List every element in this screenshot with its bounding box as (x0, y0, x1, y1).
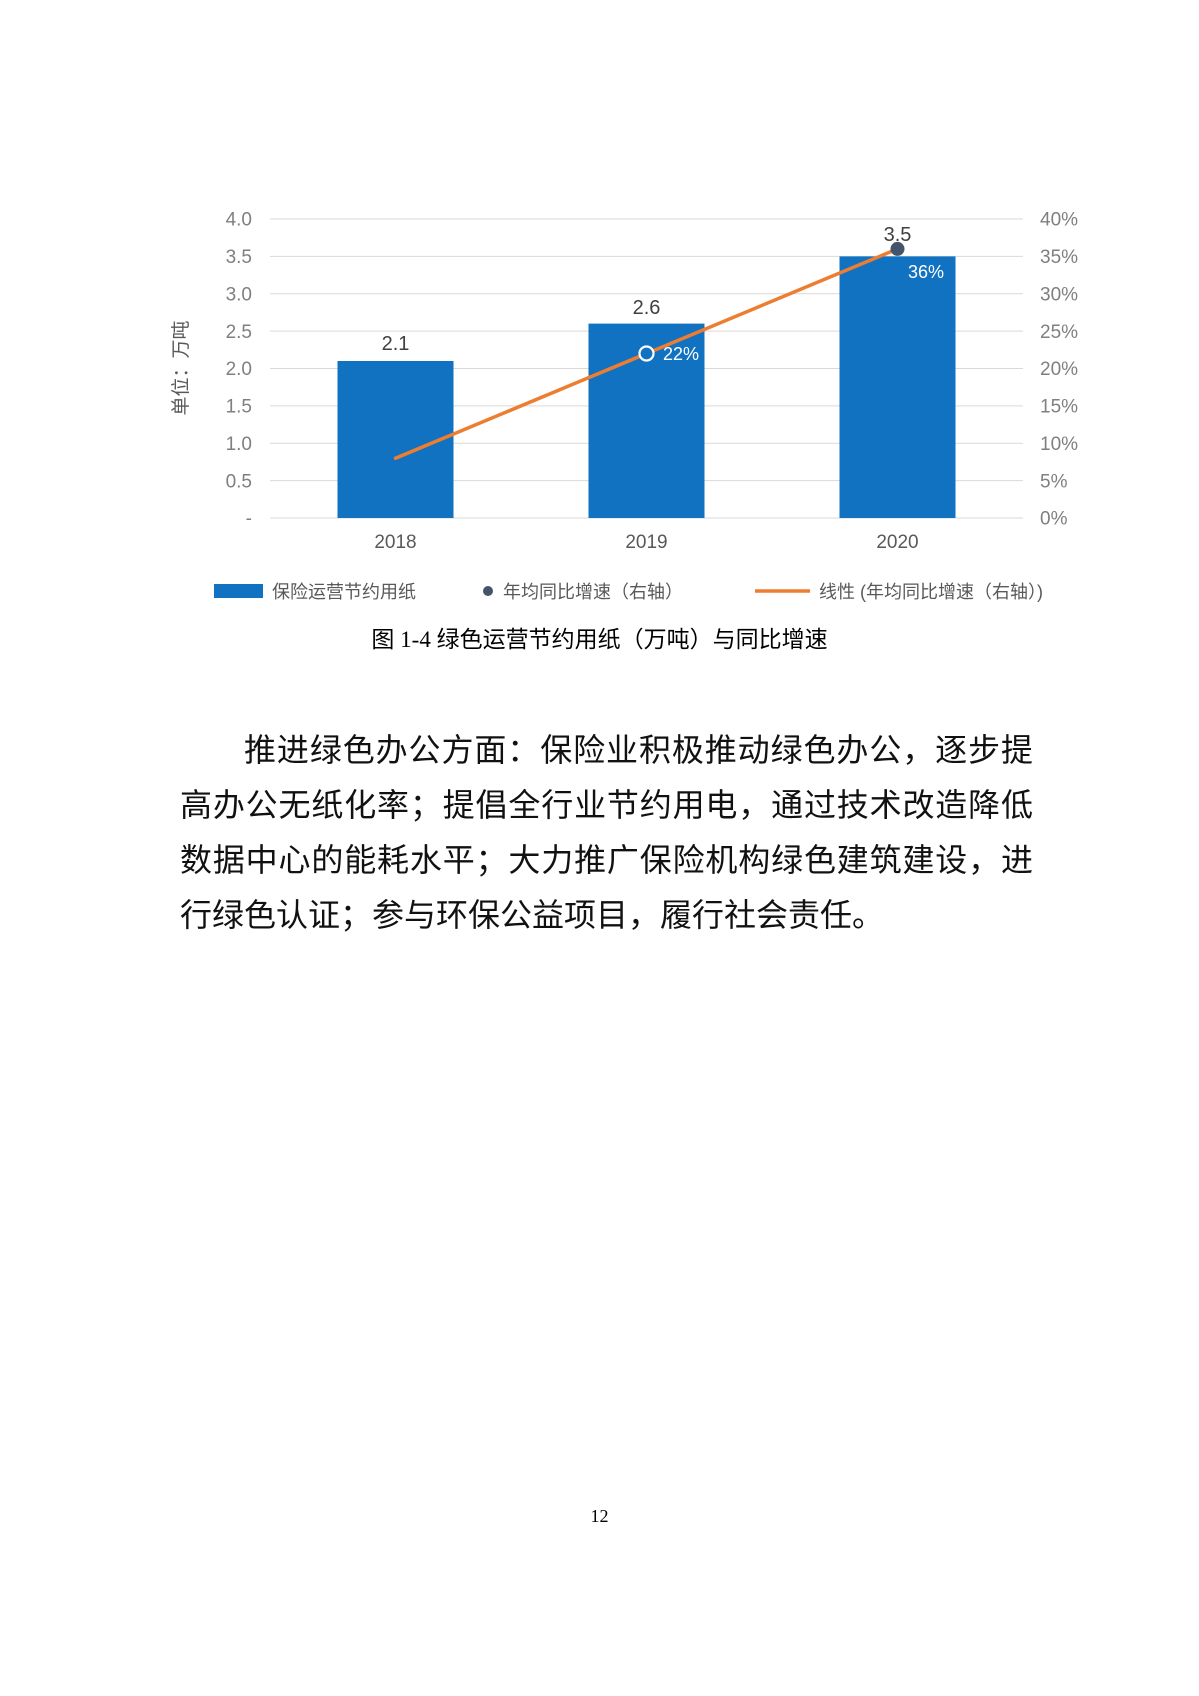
page-number: 12 (590, 1506, 609, 1526)
left-axis-ticks: 4.0 3.5 3.0 2.5 2.0 1.5 1.0 0.5 - (226, 210, 252, 530)
right-tick: 15% (1040, 397, 1078, 418)
right-tick: 10% (1040, 434, 1078, 455)
legend-label-growth-series: 年均同比增速（右轴） (503, 582, 683, 602)
left-tick: 3.5 (226, 247, 252, 268)
x-label-2020: 2020 (876, 532, 918, 553)
legend-label-bar-series: 保险运营节约用纸 (272, 582, 416, 602)
line-swatch-icon (755, 588, 810, 594)
left-tick: 0.5 (226, 471, 252, 492)
left-tick: 1.0 (226, 434, 252, 455)
left-tick: 4.0 (226, 210, 252, 231)
x-label-2019: 2019 (625, 532, 667, 553)
body-paragraph: 推进绿色办公方面：保险业积极推动绿色办公，逐步提高办公无纸化率；提倡全行业节约用… (180, 732, 1033, 933)
bar-label-2020: 3.5 (884, 224, 912, 246)
marker-2020 (890, 241, 905, 256)
bar-series (337, 256, 956, 518)
figure-caption: 图 1-4 绿色运营节约用纸（万吨）与同比增速 (371, 627, 828, 652)
x-label-2018: 2018 (374, 532, 416, 553)
legend-item-bar-series: 保险运营节约用纸 (214, 576, 416, 606)
growth-label-2020: 36% (908, 262, 944, 282)
combo-chart: 4.0 3.5 3.0 2.5 2.0 1.5 1.0 0.5 - 40% 35… (170, 210, 1078, 553)
right-tick: 30% (1040, 284, 1078, 305)
left-tick: 2.0 (226, 359, 252, 380)
legend-item-trendline: 线性 (年均同比增速（右轴）) (755, 576, 1043, 606)
right-tick: 20% (1040, 359, 1078, 380)
left-tick: 3.0 (226, 284, 252, 305)
bar-swatch-icon (214, 584, 263, 598)
marker-2019 (638, 345, 655, 362)
bar-2018 (337, 361, 454, 518)
right-tick: 5% (1040, 471, 1068, 492)
bar-2020 (839, 256, 956, 518)
bar-label-2018: 2.1 (382, 333, 410, 355)
bar-label-2019: 2.6 (633, 297, 661, 319)
bar-data-labels: 2.1 2.6 3.5 (382, 224, 912, 355)
left-tick: 1.5 (226, 397, 252, 418)
x-axis-labels: 2018 2019 2020 (374, 532, 918, 553)
left-tick: - (246, 509, 252, 530)
right-axis-ticks: 40% 35% 30% 25% 20% 15% 10% 5% 0% (1040, 210, 1078, 530)
growth-label-2019: 22% (663, 344, 699, 364)
y-axis-title: 单位：万吨 (170, 320, 192, 415)
left-tick: 2.5 (226, 322, 252, 343)
chart-legend: 保险运营节约用纸 年均同比增速（右轴） 线性 (年均同比增速（右轴）) (0, 576, 1199, 606)
dot-swatch-icon (482, 585, 494, 597)
bar-swatch-rect (214, 584, 263, 598)
right-tick: 0% (1040, 509, 1068, 530)
dot-swatch-circle (483, 586, 493, 596)
legend-label-trendline: 线性 (年均同比增速（右轴）) (819, 582, 1043, 602)
right-tick: 25% (1040, 322, 1078, 343)
right-tick: 40% (1040, 210, 1078, 231)
legend-item-growth-series: 年均同比增速（右轴） (482, 576, 683, 606)
right-tick: 35% (1040, 247, 1078, 268)
